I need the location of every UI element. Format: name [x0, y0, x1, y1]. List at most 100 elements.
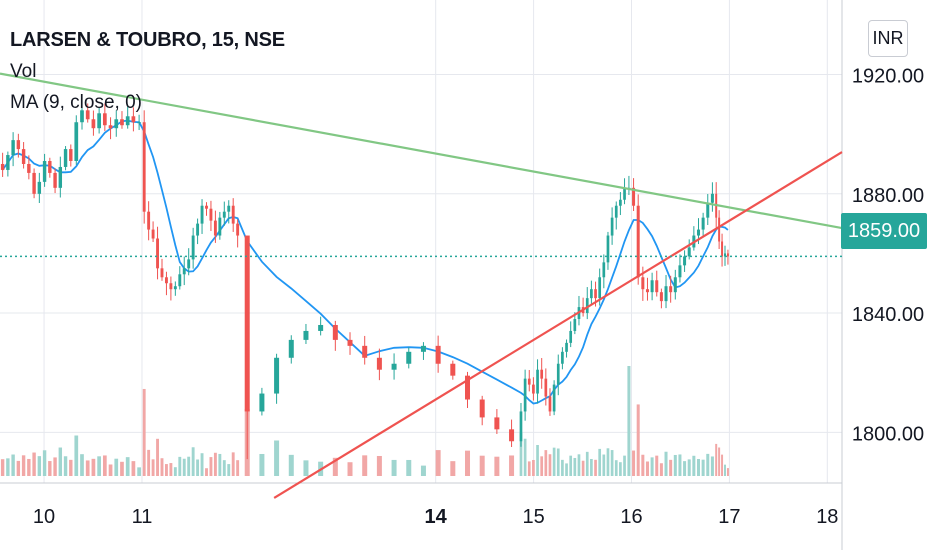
volume-bar	[450, 461, 456, 476]
volume-bar	[632, 450, 636, 476]
ma-legend[interactable]: MA (9, close, 0)	[10, 92, 142, 113]
volume-bar	[678, 454, 682, 476]
volume-bar	[532, 459, 535, 476]
volume-bar	[614, 460, 618, 476]
volume-bar	[569, 455, 573, 476]
candle-body	[347, 339, 353, 346]
volume-bar	[669, 459, 673, 476]
volume-bar	[74, 435, 79, 476]
volume-bar	[718, 447, 721, 476]
candle-body	[160, 268, 164, 278]
candle-body	[544, 378, 548, 397]
candle-body	[85, 110, 90, 120]
candle-body	[523, 378, 527, 412]
candle-body	[552, 384, 556, 412]
volume-bar	[636, 404, 640, 476]
candle-body	[156, 238, 159, 269]
volume-bar	[577, 454, 581, 476]
candle-body	[332, 324, 338, 340]
volume-bar	[479, 455, 485, 476]
volume-legend[interactable]: Vol	[10, 61, 37, 82]
volume-bar	[218, 453, 222, 476]
volume-bar	[435, 450, 441, 476]
volume-bar	[561, 459, 564, 476]
volume-bar	[102, 455, 107, 476]
volume-bar	[706, 453, 710, 476]
volume-bar	[391, 459, 397, 476]
candle-body	[209, 208, 213, 221]
volume-bar	[222, 460, 226, 476]
volume-bar	[27, 458, 31, 476]
candle-body	[721, 241, 724, 257]
candle-body	[623, 187, 626, 200]
volume-bar	[509, 455, 515, 476]
candle-body	[479, 399, 485, 418]
time-tick-label: 10	[33, 506, 55, 528]
volume-bar	[701, 459, 705, 476]
currency-button[interactable]: INR	[868, 20, 908, 57]
volume-bar	[696, 459, 700, 476]
volume-bar	[288, 454, 294, 476]
volume-bar	[37, 456, 42, 476]
time-tick-label: 11	[132, 506, 153, 528]
volume-bar	[164, 464, 168, 476]
candle-body	[687, 247, 691, 257]
candle-body	[636, 205, 640, 278]
candle-body	[222, 211, 226, 218]
volume-bar	[227, 464, 231, 476]
candle-body	[664, 286, 668, 302]
price-tick-label: 1800.00	[852, 423, 924, 445]
volume-bar	[556, 448, 560, 476]
volume-bar	[494, 456, 500, 476]
candle-body	[151, 229, 155, 239]
candle-body	[602, 262, 606, 278]
candle-body	[58, 166, 63, 188]
candle-body	[288, 339, 294, 358]
volume-bar	[160, 458, 164, 476]
candle-body	[191, 235, 195, 260]
volume-bar	[236, 460, 240, 476]
candle-body	[678, 265, 682, 278]
volume-bar	[420, 465, 426, 476]
candle-body	[641, 277, 645, 290]
volume-bar	[544, 450, 548, 476]
volume-bar	[182, 458, 186, 476]
volume-bar	[573, 457, 577, 476]
candle-body	[669, 286, 673, 293]
volume-bar	[108, 464, 113, 476]
candle-body	[724, 253, 727, 257]
volume-bar	[191, 447, 195, 476]
volume-bar	[91, 458, 96, 476]
candle-body	[701, 217, 705, 230]
candle-body	[274, 357, 280, 394]
volume-bar	[151, 459, 155, 476]
candle-body	[391, 363, 397, 370]
candle-body	[303, 330, 309, 340]
candle-body	[536, 369, 539, 394]
candle-body	[142, 122, 146, 212]
candle-body	[91, 119, 96, 129]
candle-body	[573, 319, 577, 331]
volume-bar	[527, 461, 531, 476]
symbol-title[interactable]: LARSEN & TOUBRO, 15, NSE	[10, 29, 285, 51]
candle-body	[259, 393, 265, 412]
volume-bar	[63, 456, 68, 476]
support-trendline	[273, 151, 843, 499]
volume-bar	[137, 467, 141, 476]
volume-bar	[519, 432, 523, 476]
candle-body	[590, 289, 593, 299]
volume-bar	[710, 456, 714, 476]
volume-bar	[536, 444, 539, 476]
volume-bar	[0, 459, 5, 476]
candle-body	[137, 122, 141, 124]
volume-bar	[540, 456, 544, 476]
time-tick-label: 17	[718, 506, 740, 528]
volume-bar	[53, 457, 57, 476]
candle-body	[227, 205, 231, 212]
candle-body	[540, 369, 544, 379]
volume-bar	[655, 455, 659, 476]
time-tick-label: 14	[425, 506, 448, 528]
volume-bar	[213, 452, 217, 476]
